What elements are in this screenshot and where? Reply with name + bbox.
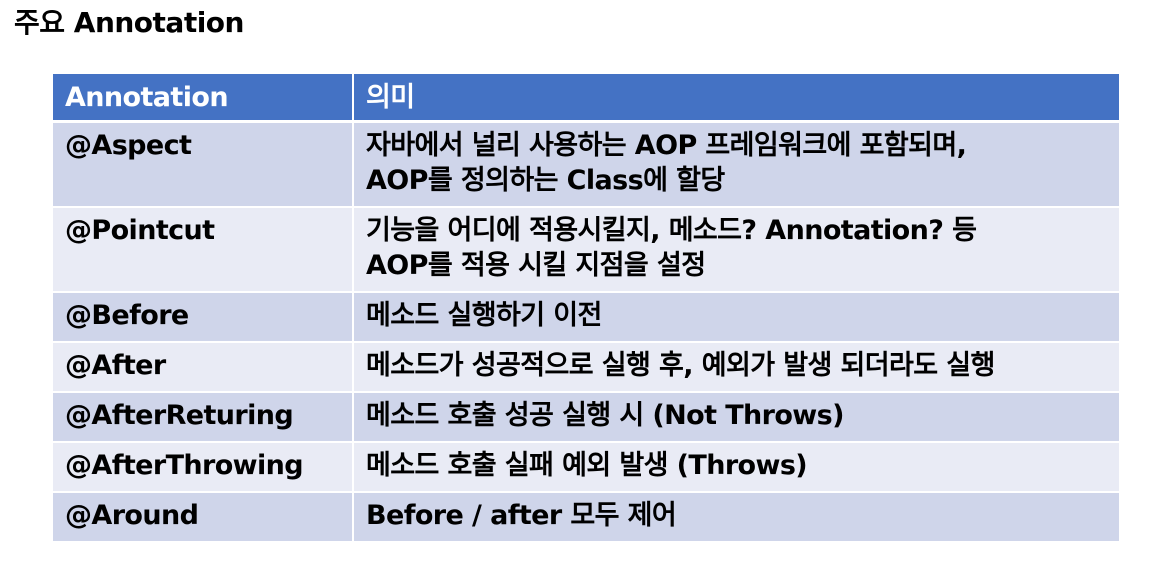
meaning-cell: 메소드 호출 성공 실행 시 (Not Throws) (352, 391, 1119, 442)
meaning-cell: 메소드가 성공적으로 실행 후, 예외가 발생 되더라도 실행 (352, 341, 1119, 392)
meaning-cell: 자바에서 널리 사용하는 AOP 프레임워크에 포함되며, AOP를 정의하는 … (352, 120, 1119, 207)
meaning-cell: Before / after 모두 제어 (352, 491, 1119, 541)
annotation-table: Annotation 의미 @Aspect 자바에서 널리 사용하는 AOP 프… (53, 74, 1119, 541)
annotation-cell: @AfterReturing (53, 391, 353, 442)
table-row: @Pointcut 기능을 어디에 적용시킬지, 메소드? Annotation… (53, 206, 1119, 292)
table-row: @After 메소드가 성공적으로 실행 후, 예외가 발생 되더라도 실행 (53, 341, 1119, 392)
annotation-cell: @After (53, 341, 353, 392)
annotation-cell: @Aspect (53, 120, 353, 207)
table-row: @Aspect 자바에서 널리 사용하는 AOP 프레임워크에 포함되며, AO… (53, 120, 1119, 207)
annotation-table-container: Annotation 의미 @Aspect 자바에서 널리 사용하는 AOP 프… (53, 74, 1119, 541)
meaning-cell: 메소드 실행하기 이전 (352, 291, 1119, 342)
column-header-annotation: Annotation (53, 74, 353, 123)
table-row: @Before 메소드 실행하기 이전 (53, 291, 1119, 342)
table-row: @AfterReturing 메소드 호출 성공 실행 시 (Not Throw… (53, 391, 1119, 442)
column-header-meaning: 의미 (352, 74, 1119, 123)
annotation-cell: @Pointcut (53, 206, 353, 292)
annotation-cell: @AfterThrowing (53, 441, 353, 492)
annotation-cell: @Before (53, 291, 353, 342)
table-header-row: Annotation 의미 (53, 74, 1119, 123)
page-title: 주요 Annotation (14, 6, 244, 39)
meaning-cell: 메소드 호출 실패 예외 발생 (Throws) (352, 441, 1119, 492)
table-row: @Around Before / after 모두 제어 (53, 491, 1119, 541)
annotation-cell: @Around (53, 491, 353, 541)
meaning-cell: 기능을 어디에 적용시킬지, 메소드? Annotation? 등 AOP를 적… (352, 206, 1119, 292)
table-row: @AfterThrowing 메소드 호출 실패 예외 발생 (Throws) (53, 441, 1119, 492)
